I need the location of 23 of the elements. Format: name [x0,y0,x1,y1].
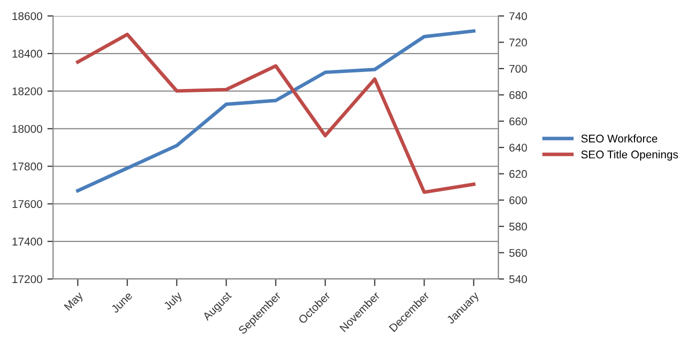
y2-tick-label: 660 [509,117,527,126]
legend-label: SEO Workforce [581,134,658,142]
y-tick-label: 17200 [12,275,42,284]
y2-tick-label: 680 [509,91,527,100]
x-tick-label: May [64,291,86,312]
y2-tick-label: 560 [509,248,527,257]
y2-tick-label: 640 [509,144,527,152]
y2-tick-label: 740 [509,12,527,20]
y-tick-label: 17600 [12,200,42,208]
x-tick-label: July [162,290,184,312]
y-tick-label: 18200 [12,87,42,96]
y-tick-label: 18600 [12,12,42,20]
y2-tick-label: 720 [509,38,527,46]
y2-tick-label: 580 [509,222,527,231]
y-tick-label: 17400 [12,238,42,246]
y2-tick-label: 600 [509,196,527,204]
y2-tick-label: 700 [509,64,527,73]
y-tick-label: 18000 [12,124,42,133]
y-tick-label: 17800 [12,162,42,170]
y-tick-label: 18400 [12,50,42,58]
y2-tick-label: 620 [509,170,527,178]
y2-tick-label: 540 [509,275,527,284]
legend-label: SEO Title Openings [581,150,678,161]
